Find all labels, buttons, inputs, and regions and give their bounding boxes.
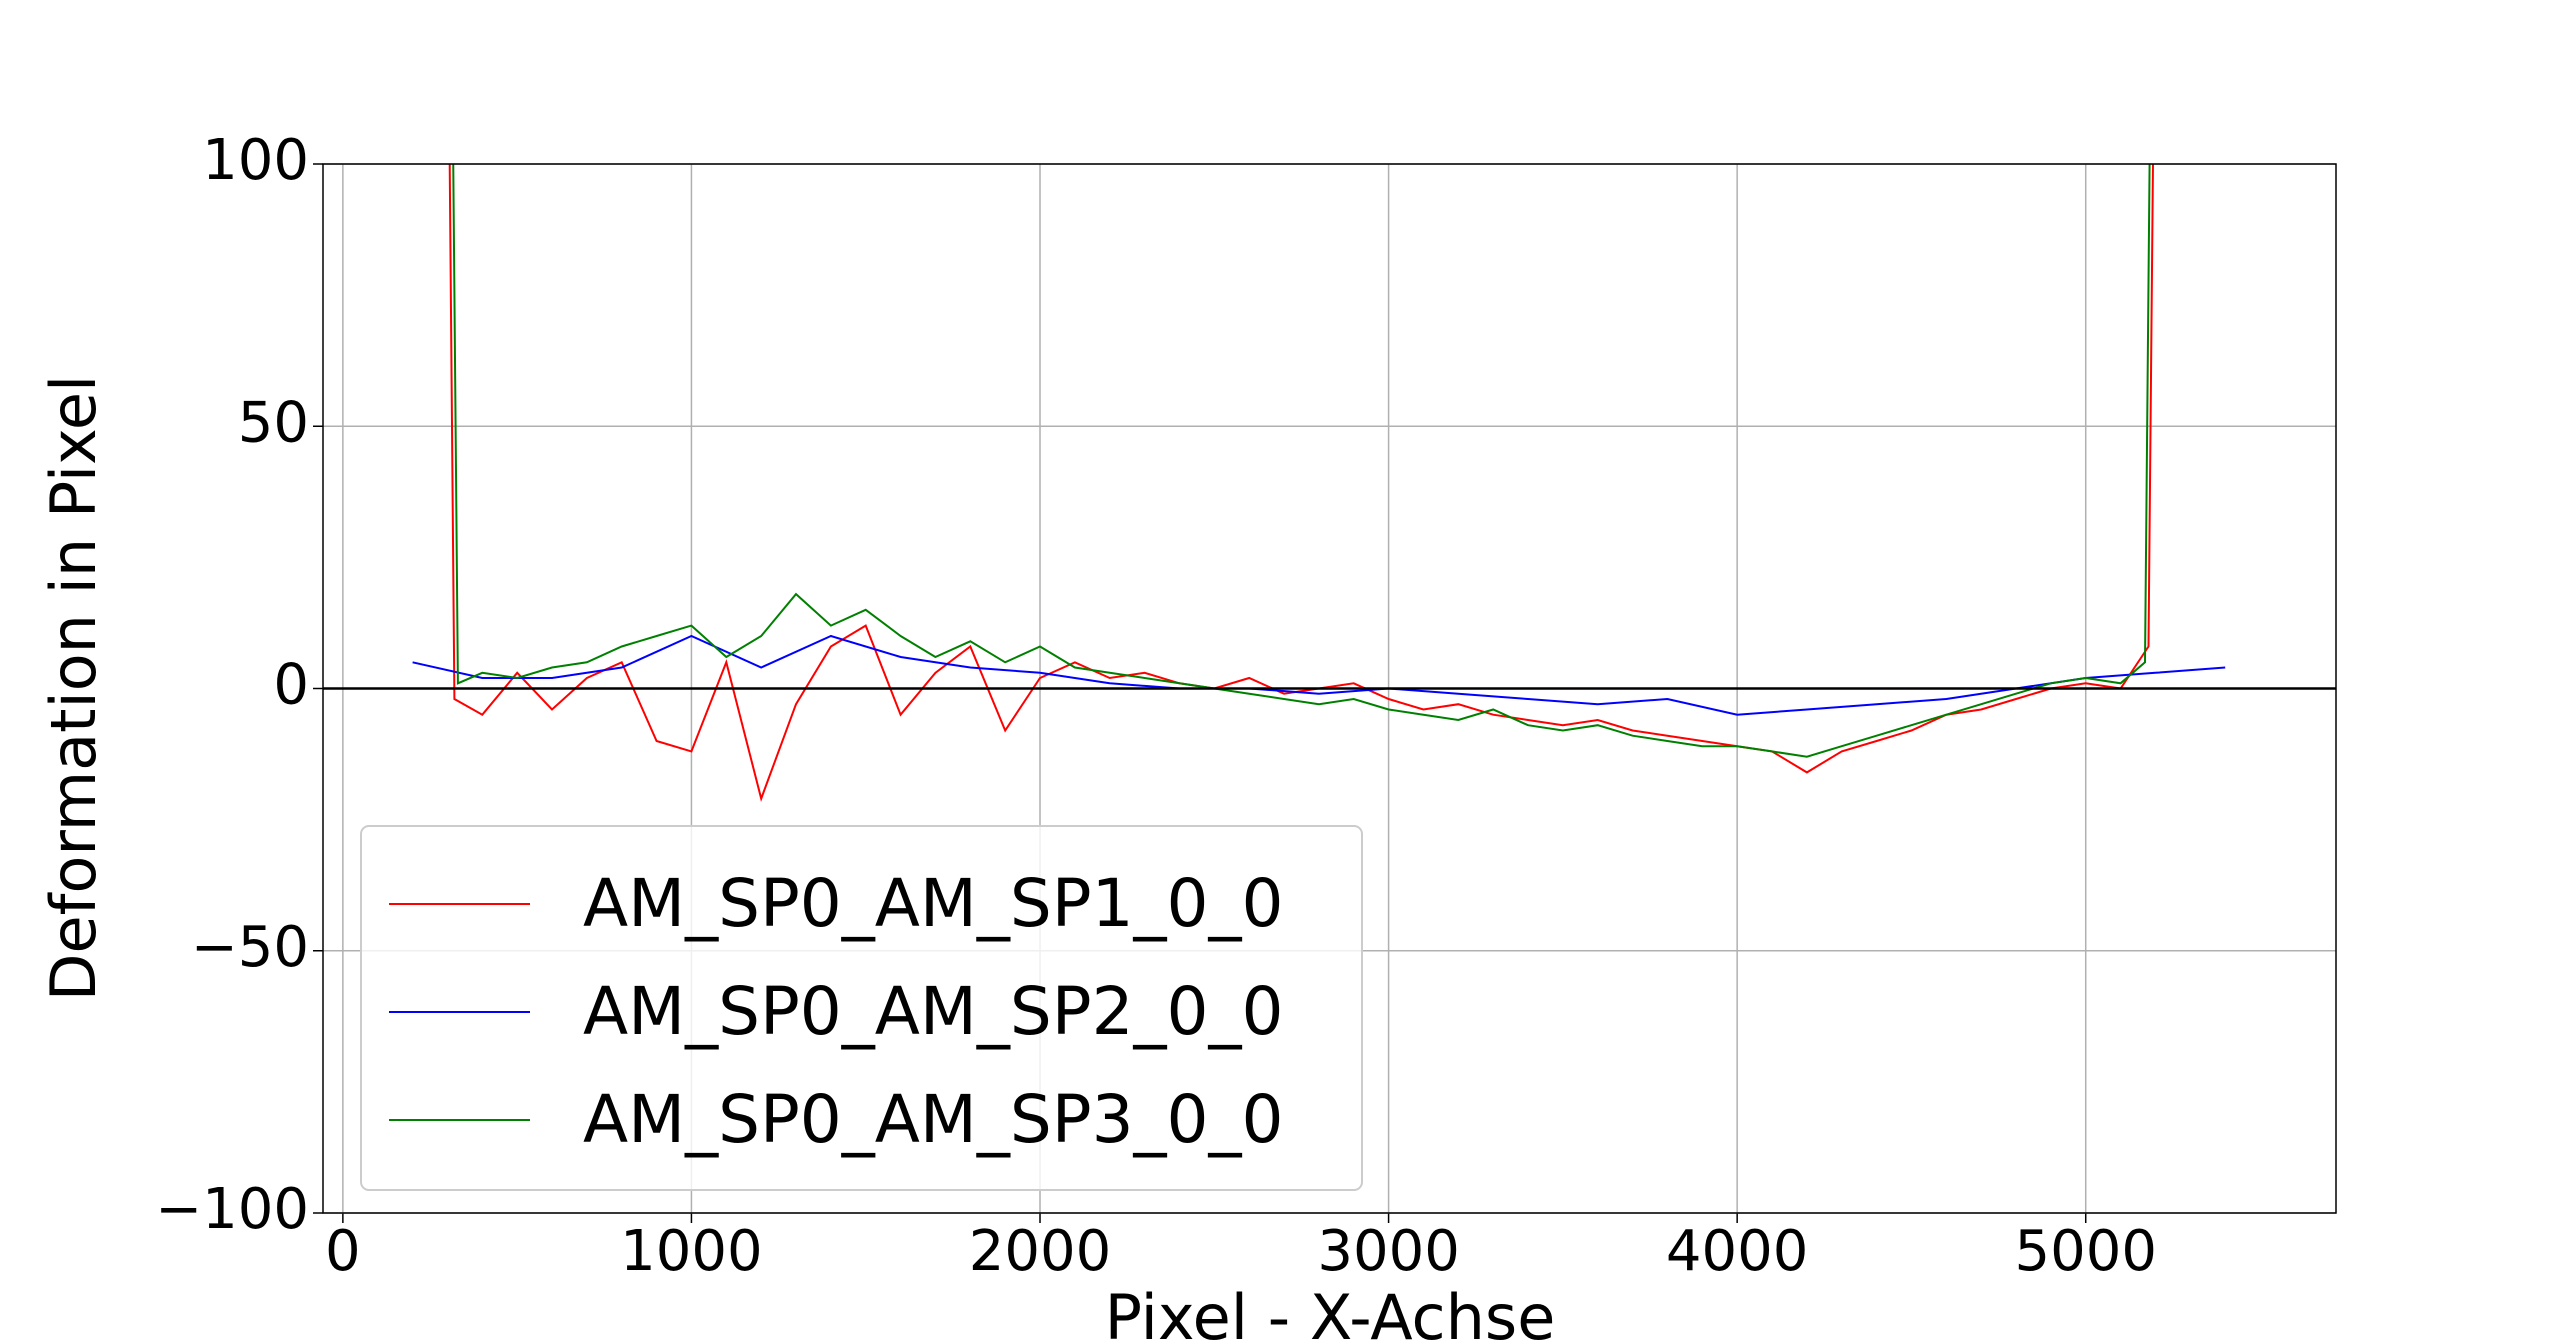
x-axis-label: Pixel - X-Achse (1105, 1281, 1556, 1343)
y-tick-label: −50 (191, 915, 309, 980)
y-axis-label: Deformation in Pixel (37, 375, 110, 1002)
x-tick-label: 3000 (1317, 1219, 1460, 1284)
x-tick-label: 4000 (1666, 1219, 1809, 1284)
y-tick-label: 50 (238, 390, 309, 455)
y-tick-label: 0 (273, 653, 309, 718)
x-tick-label: 5000 (2014, 1219, 2157, 1284)
x-tick-label: 0 (325, 1219, 361, 1284)
legend-label: AM_SP0_AM_SP3_0_0 (583, 1081, 1284, 1158)
y-tick-label: −100 (155, 1177, 309, 1242)
plot-frame (322, 163, 2337, 1214)
legend-label: AM_SP0_AM_SP2_0_0 (583, 973, 1284, 1050)
legend-box (360, 825, 1363, 1191)
x-tick-label: 1000 (620, 1219, 763, 1284)
x-tick-label: 2000 (969, 1219, 1112, 1284)
data-line (452, 164, 2151, 758)
data-line (448, 164, 2154, 802)
legend-label: AM_SP0_AM_SP1_0_0 (583, 865, 1284, 942)
y-tick-label: 100 (202, 128, 309, 193)
